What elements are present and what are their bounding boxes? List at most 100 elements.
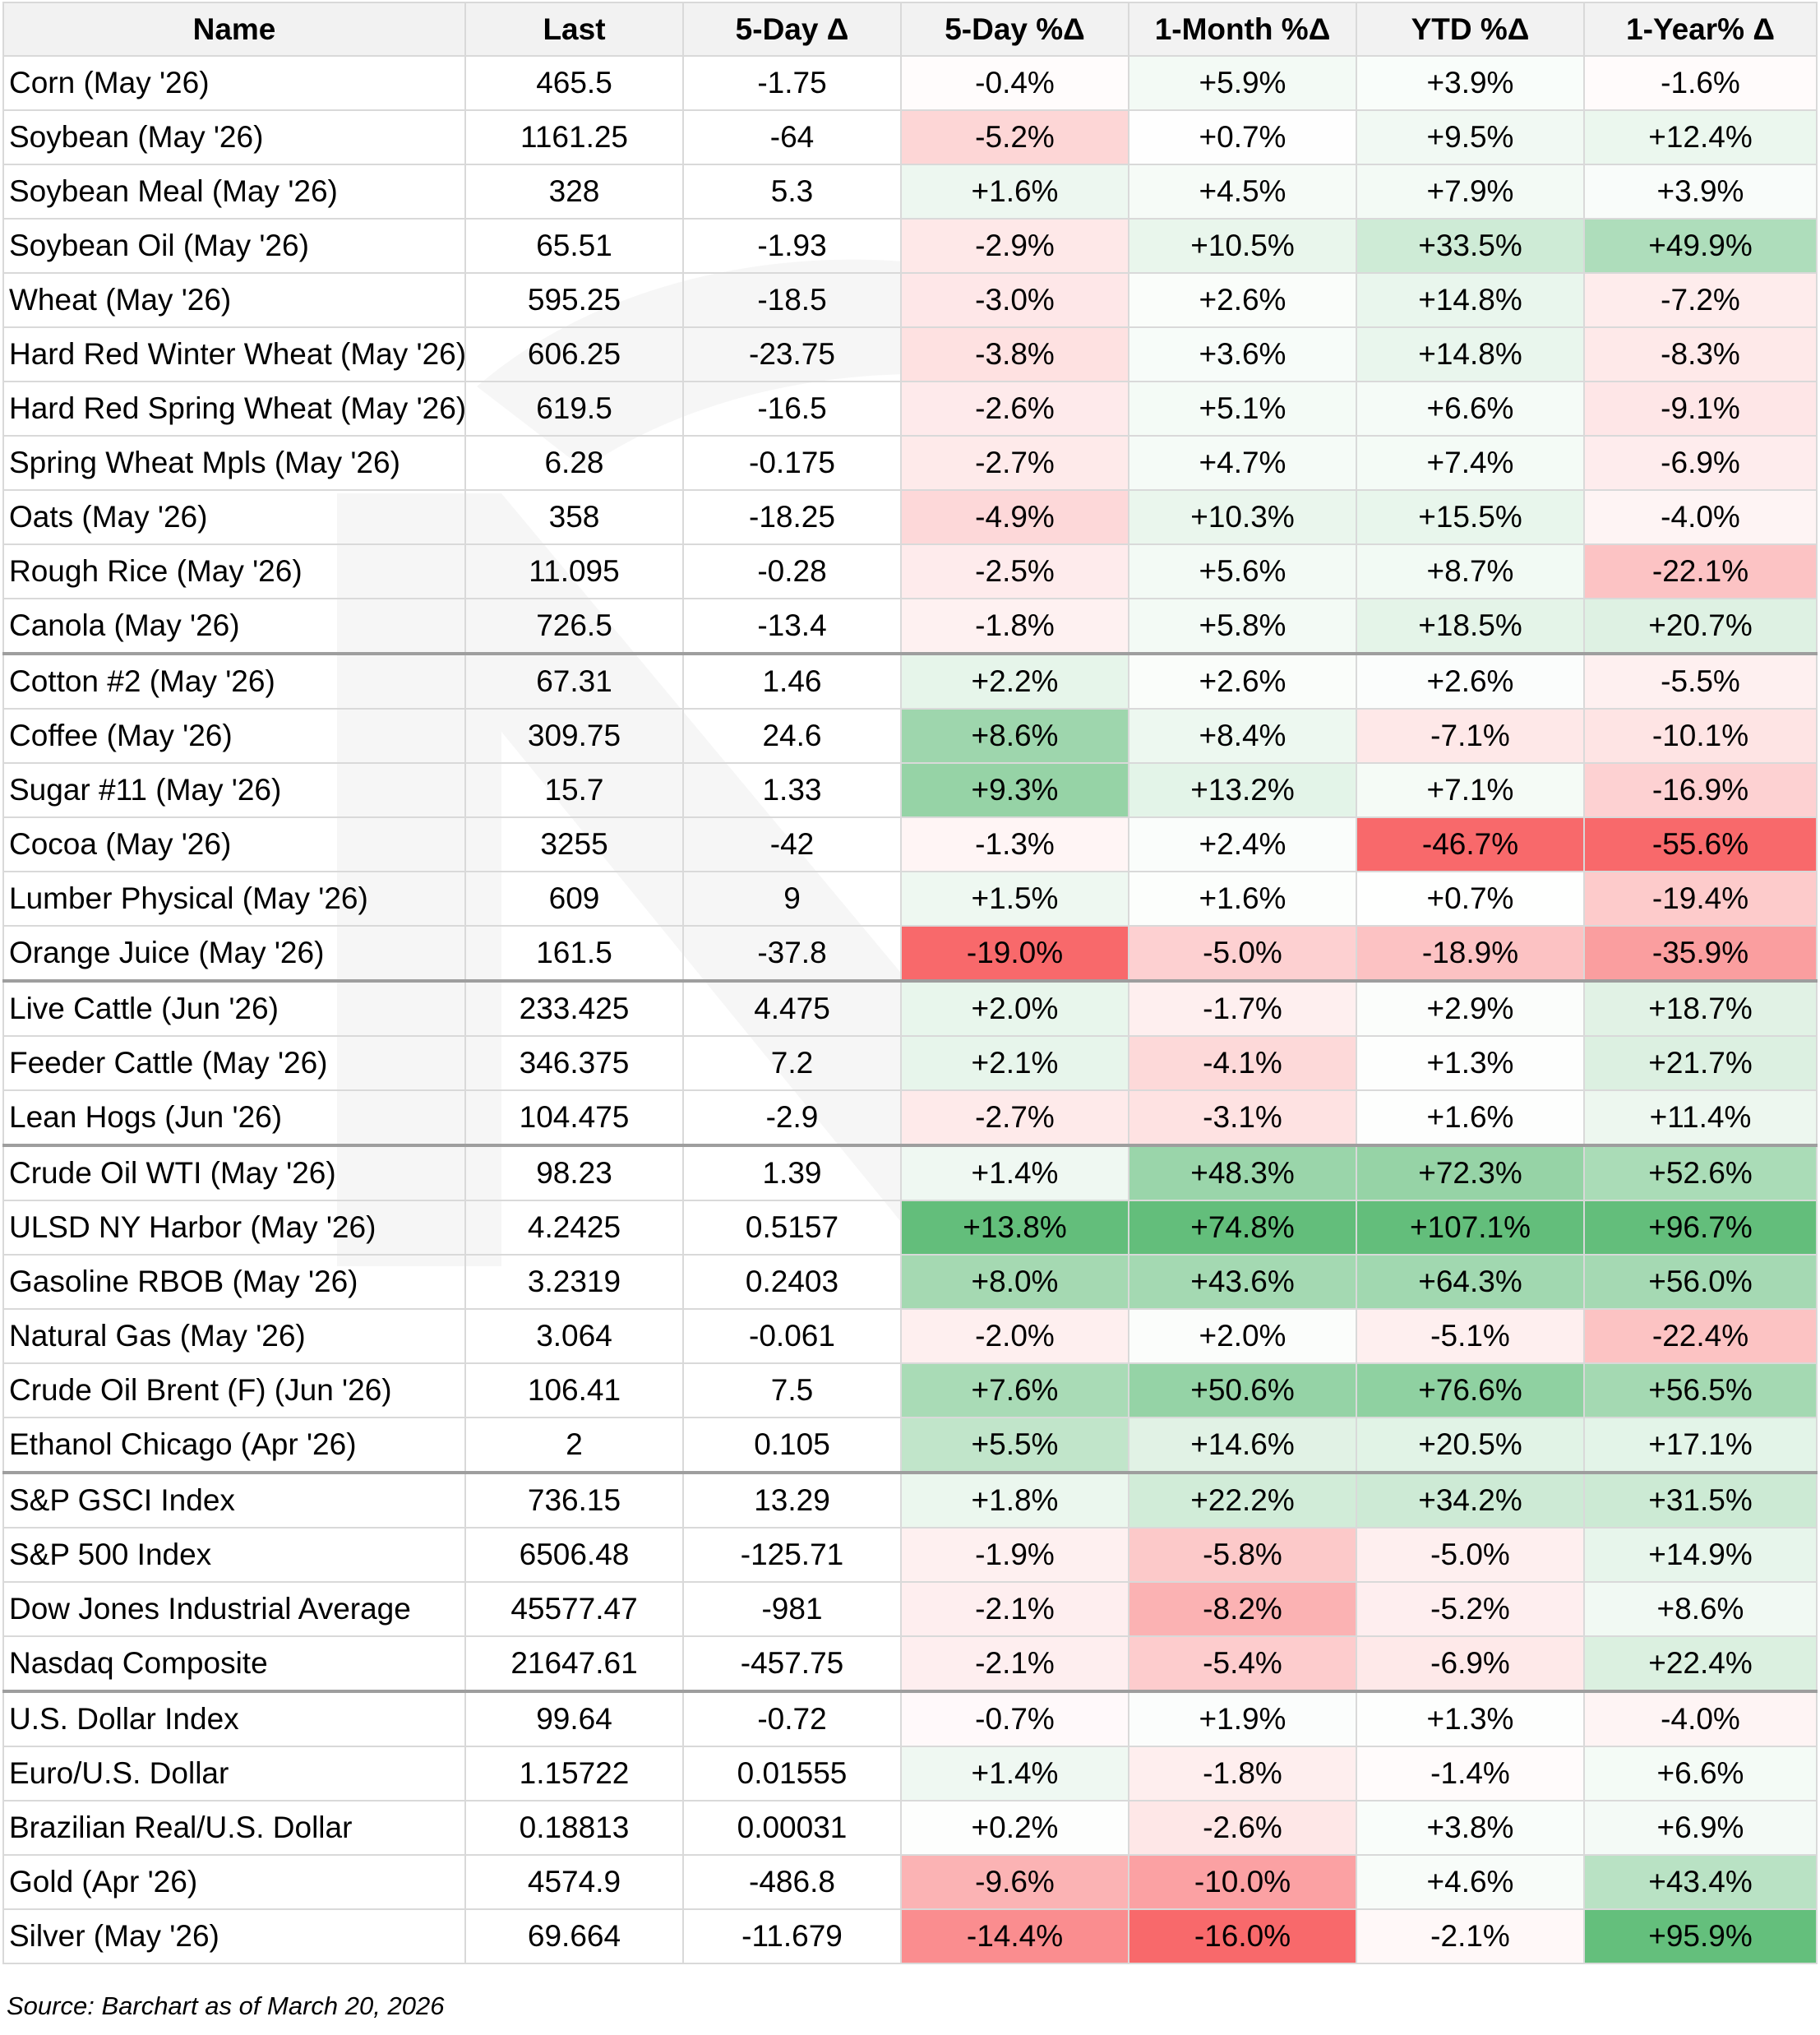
cell-last: 3.064 bbox=[464, 1308, 684, 1364]
cell-last: 161.5 bbox=[464, 925, 684, 982]
cell-5day-pct: -2.7% bbox=[900, 1089, 1129, 1146]
cell-ytd-pct: +14.8% bbox=[1356, 326, 1585, 382]
cell-1year-pct: -35.9% bbox=[1583, 925, 1818, 982]
cell-5day-change: -0.175 bbox=[682, 435, 902, 491]
cell-1month-pct: +22.2% bbox=[1128, 1471, 1357, 1529]
cell-last: 6.28 bbox=[464, 435, 684, 491]
table-row: Ethanol Chicago (Apr '26) 2 0.105 +5.5% +14.… bbox=[2, 1417, 1818, 1473]
cell-1year-pct: +6.6% bbox=[1583, 1746, 1818, 1801]
cell-ytd-pct: +1.3% bbox=[1356, 1690, 1585, 1747]
table-row: Hard Red Winter Wheat (May '26) 606.25 -23… bbox=[2, 326, 1818, 382]
cell-1year-pct: -22.4% bbox=[1583, 1308, 1818, 1364]
cell-ytd-pct: +2.6% bbox=[1356, 652, 1585, 710]
cell-name: U.S. Dollar Index bbox=[2, 1690, 466, 1747]
table-header-row: Name Last 5-Day Δ 5-Day %Δ 1-Month %Δ YTD %Δ 1… bbox=[2, 2, 1818, 57]
cell-1year-pct: +21.7% bbox=[1583, 1035, 1818, 1091]
cell-5day-pct: -5.2% bbox=[900, 109, 1129, 165]
column-header-5day-pct: 5-Day %Δ bbox=[900, 2, 1129, 57]
cell-5day-pct: -2.9% bbox=[900, 218, 1129, 274]
cell-name: Silver (May '26) bbox=[2, 1908, 466, 1964]
cell-1year-pct: -16.9% bbox=[1583, 762, 1818, 818]
cell-1year-pct: +96.7% bbox=[1583, 1200, 1818, 1256]
cell-last: 6506.48 bbox=[464, 1527, 684, 1583]
cell-last: 69.664 bbox=[464, 1908, 684, 1964]
cell-name: Wheat (May '26) bbox=[2, 272, 466, 328]
cell-1month-pct: +3.6% bbox=[1128, 326, 1357, 382]
cell-1month-pct: +5.9% bbox=[1128, 55, 1357, 111]
column-header-last: Last bbox=[464, 2, 684, 57]
cell-5day-pct: +2.2% bbox=[900, 652, 1129, 710]
table-row: Coffee (May '26) 309.75 24.6 +8.6% +8.4% -7.1… bbox=[2, 708, 1818, 764]
cell-name: Soybean Meal (May '26) bbox=[2, 164, 466, 220]
cell-name: ULSD NY Harbor (May '26) bbox=[2, 1200, 466, 1256]
cell-1year-pct: +8.6% bbox=[1583, 1581, 1818, 1637]
cell-name: Coffee (May '26) bbox=[2, 708, 466, 764]
cell-1year-pct: +56.0% bbox=[1583, 1254, 1818, 1310]
cell-5day-change: -11.679 bbox=[682, 1908, 902, 1964]
cell-last: 328 bbox=[464, 164, 684, 220]
cell-5day-pct: -3.8% bbox=[900, 326, 1129, 382]
cell-5day-change: 1.39 bbox=[682, 1144, 902, 1201]
table-row: Feeder Cattle (May '26) 346.375 7.2 +2.1% -4… bbox=[2, 1035, 1818, 1091]
cell-1month-pct: +2.6% bbox=[1128, 652, 1357, 710]
cell-1month-pct: -1.8% bbox=[1128, 1746, 1357, 1801]
table-row: Euro/U.S. Dollar 1.15722 0.01555 +1.4% -1.8%… bbox=[2, 1746, 1818, 1801]
cell-name: Crude Oil Brent (F) (Jun '26) bbox=[2, 1362, 466, 1418]
cell-name: Nasdaq Composite bbox=[2, 1635, 466, 1692]
cell-ytd-pct: +34.2% bbox=[1356, 1471, 1585, 1529]
cell-ytd-pct: +8.7% bbox=[1356, 543, 1585, 599]
cell-1month-pct: -4.1% bbox=[1128, 1035, 1357, 1091]
cell-5day-change: 7.2 bbox=[682, 1035, 902, 1091]
cell-1year-pct: +49.9% bbox=[1583, 218, 1818, 274]
cell-5day-pct: -1.8% bbox=[900, 598, 1129, 654]
cell-name: Soybean Oil (May '26) bbox=[2, 218, 466, 274]
cell-name: S&P 500 Index bbox=[2, 1527, 466, 1583]
cell-1month-pct: +5.1% bbox=[1128, 381, 1357, 437]
cell-last: 11.095 bbox=[464, 543, 684, 599]
cell-5day-pct: -14.4% bbox=[900, 1908, 1129, 1964]
cell-ytd-pct: -6.9% bbox=[1356, 1635, 1585, 1692]
cell-1year-pct: -19.4% bbox=[1583, 871, 1818, 927]
cell-1year-pct: +11.4% bbox=[1583, 1089, 1818, 1146]
table-row: S&P GSCI Index 736.15 13.29 +1.8% +22.2% +34.… bbox=[2, 1471, 1818, 1529]
table-row: Nasdaq Composite 21647.61 -457.75 -2.1% -5.4… bbox=[2, 1635, 1818, 1692]
cell-5day-change: -0.061 bbox=[682, 1308, 902, 1364]
cell-last: 3255 bbox=[464, 816, 684, 872]
cell-1month-pct: +5.6% bbox=[1128, 543, 1357, 599]
cell-5day-pct: -1.3% bbox=[900, 816, 1129, 872]
cell-5day-change: 5.3 bbox=[682, 164, 902, 220]
cell-ytd-pct: +0.7% bbox=[1356, 871, 1585, 927]
table-row: U.S. Dollar Index 99.64 -0.72 -0.7% +1.9% +1.… bbox=[2, 1690, 1818, 1747]
cell-1year-pct: -5.5% bbox=[1583, 652, 1818, 710]
cell-last: 619.5 bbox=[464, 381, 684, 437]
cell-ytd-pct: +3.8% bbox=[1356, 1800, 1585, 1856]
cell-name: Ethanol Chicago (Apr '26) bbox=[2, 1417, 466, 1473]
column-header-5day-change: 5-Day Δ bbox=[682, 2, 902, 57]
cell-5day-change: 0.2403 bbox=[682, 1254, 902, 1310]
cell-5day-change: -42 bbox=[682, 816, 902, 872]
cell-ytd-pct: -5.0% bbox=[1356, 1527, 1585, 1583]
cell-5day-pct: +7.6% bbox=[900, 1362, 1129, 1418]
table-row: ULSD NY Harbor (May '26) 4.2425 0.5157 +13.… bbox=[2, 1200, 1818, 1256]
cell-5day-change: 0.5157 bbox=[682, 1200, 902, 1256]
cell-5day-pct: +1.5% bbox=[900, 871, 1129, 927]
cell-ytd-pct: +4.6% bbox=[1356, 1854, 1585, 1910]
cell-last: 233.425 bbox=[464, 979, 684, 1037]
cell-name: Dow Jones Industrial Average bbox=[2, 1581, 466, 1637]
cell-name: Crude Oil WTI (May '26) bbox=[2, 1144, 466, 1201]
cell-last: 15.7 bbox=[464, 762, 684, 818]
cell-5day-change: 1.46 bbox=[682, 652, 902, 710]
table-row: Soybean Oil (May '26) 65.51 -1.93 -2.9% +10.… bbox=[2, 218, 1818, 274]
cell-name: S&P GSCI Index bbox=[2, 1471, 466, 1529]
cell-5day-pct: +1.8% bbox=[900, 1471, 1129, 1529]
cell-ytd-pct: -1.4% bbox=[1356, 1746, 1585, 1801]
cell-name: Corn (May '26) bbox=[2, 55, 466, 111]
cell-5day-change: 4.475 bbox=[682, 979, 902, 1037]
cell-5day-change: 0.01555 bbox=[682, 1746, 902, 1801]
cell-name: Oats (May '26) bbox=[2, 489, 466, 545]
cell-ytd-pct: +9.5% bbox=[1356, 109, 1585, 165]
cell-name: Gold (Apr '26) bbox=[2, 1854, 466, 1910]
cell-1month-pct: +4.5% bbox=[1128, 164, 1357, 220]
cell-5day-change: 7.5 bbox=[682, 1362, 902, 1418]
